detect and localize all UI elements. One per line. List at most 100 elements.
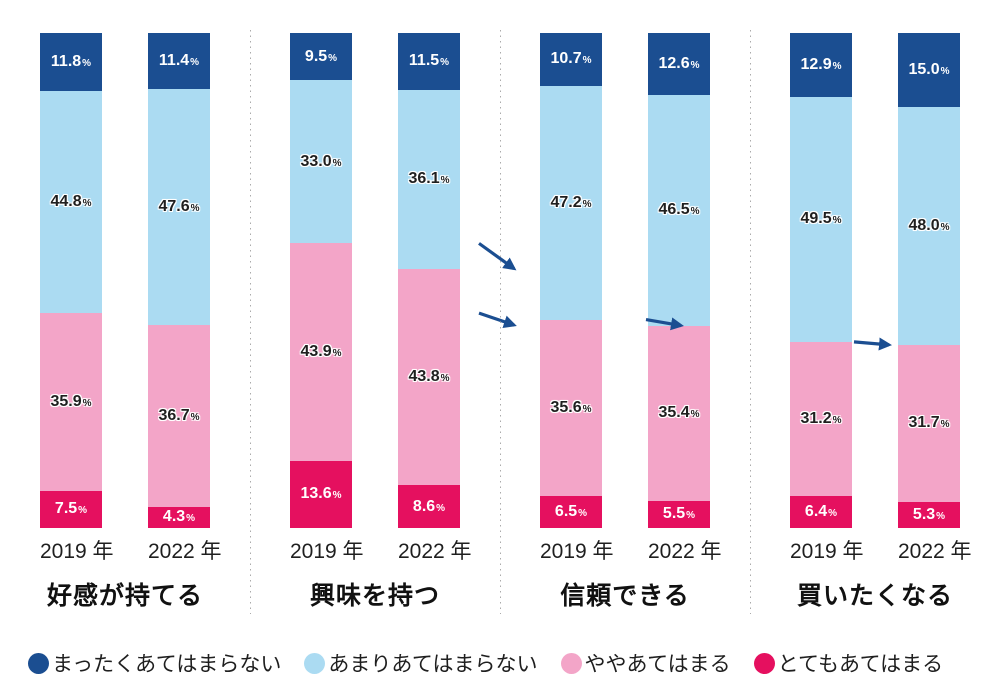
segment-value: 7.5% [54, 500, 88, 518]
segment-very-much-apply: 4.3% [148, 506, 210, 528]
segment-somewhat-apply: 43.8% [398, 268, 460, 486]
legend-swatch-pink-circle-icon [560, 652, 582, 674]
stacked-bar-2022: 11.4% 47.6% 36.7% 4.3% [148, 33, 210, 528]
category-group: 9.5% 33.0% 43.9% 13.6% 11.5% 36.1% 43.8% 8.6% 20… [250, 30, 517, 614]
year-label: 2019 年 [540, 540, 614, 563]
segment-not-really-apply: 44.8% [40, 91, 102, 314]
legend-swatch-crimson-circle-icon [753, 652, 775, 674]
category-title: 信頼できる [560, 582, 690, 610]
year-label: 2019 年 [40, 540, 114, 563]
legend-item-very-much-apply: とてもあてはまる [753, 648, 944, 678]
segment-not-apply-at-all: 11.8% [40, 33, 102, 92]
category-group: 12.9% 49.5% 31.2% 6.4% 15.0% 48.0% 31.7% 5.3% 20… [750, 30, 1000, 614]
segment-value: 6.4% [804, 503, 838, 521]
segment-very-much-apply: 6.4% [790, 496, 852, 528]
segment-not-apply-at-all: 15.0% [898, 33, 960, 108]
category-group: 11.8% 44.8% 35.9% 7.5% 11.4% 47.6% 36.7% 4.3% 20… [0, 33, 517, 612]
year-label: 2019 年 [790, 540, 864, 563]
group-divider-dotted-line [500, 30, 501, 614]
segment-value: 8.6% [412, 497, 446, 515]
segment-not-really-apply: 49.5% [790, 96, 852, 342]
segment-value: 44.8% [50, 193, 92, 211]
category-title: 買いたくなる [796, 582, 953, 610]
segment-somewhat-apply: 31.2% [790, 341, 852, 497]
legend-item-not-really-apply: あまりあてはまらない [304, 648, 538, 678]
bar-pair: 11.8% 44.8% 35.9% 7.5% 11.4% 47.6% 36.7% 4.3% [0, 33, 517, 528]
legend-label: まったくあてはまらない [52, 653, 282, 676]
segment-value: 9.5% [304, 47, 338, 65]
trend-arrow-icon [853, 337, 892, 351]
segment-very-much-apply: 8.6% [398, 485, 460, 528]
segment-value: 10.7% [550, 50, 592, 68]
stacked-bar-2022: 15.0% 48.0% 31.7% 5.3% [898, 33, 960, 528]
segment-not-apply-at-all: 9.5% [290, 33, 352, 81]
bar-pair: 12.9% 49.5% 31.2% 6.4% 15.0% 48.0% 31.7% 5.3% [750, 33, 1000, 528]
legend-label: ややあてはまる [584, 653, 731, 676]
segment-value: 36.1% [408, 170, 450, 188]
legend-label: とてもあてはまる [777, 653, 944, 676]
year-labels-row: 2019 年 2022 年 [250, 535, 500, 565]
segment-very-much-apply: 5.5% [648, 500, 710, 528]
segment-value: 6.5% [554, 502, 588, 520]
segment-very-much-apply: 7.5% [40, 490, 102, 528]
segment-somewhat-apply: 36.7% [148, 325, 210, 507]
stacked-bar-2019: 12.9% 49.5% 31.2% 6.4% [790, 33, 852, 528]
segment-not-really-apply: 46.5% [648, 95, 710, 326]
segment-value: 12.9% [800, 55, 842, 73]
segment-not-apply-at-all: 11.4% [148, 33, 210, 90]
chart-groups: 11.8% 44.8% 35.9% 7.5% 11.4% 47.6% 36.7% 4.3% 20… [0, 30, 1000, 614]
segment-not-really-apply: 47.6% [148, 89, 210, 326]
bar-pair: 9.5% 33.0% 43.9% 13.6% 11.5% 36.1% 43.8% 8.6% [250, 33, 517, 528]
category-group: 10.7% 47.2% 35.6% 6.5% 12.6% 46.5% 35.4% 5.5% 20… [500, 30, 750, 614]
segment-not-apply-at-all: 12.9% [790, 33, 852, 97]
year-labels-row: 2019 年 2022 年 [0, 535, 250, 565]
segment-not-really-apply: 48.0% [898, 107, 960, 345]
legend-item-somewhat-apply: ややあてはまる [560, 648, 731, 678]
segment-not-really-apply: 47.2% [540, 85, 602, 320]
segment-value: 5.5% [662, 505, 696, 523]
segment-value: 4.3% [162, 508, 196, 526]
segment-somewhat-apply: 35.9% [40, 313, 102, 491]
segment-value: 47.2% [550, 193, 592, 211]
segment-very-much-apply: 13.6% [290, 460, 352, 528]
segment-value: 31.7% [908, 414, 950, 432]
segment-somewhat-apply: 35.4% [648, 325, 710, 501]
segment-value: 36.7% [158, 406, 200, 424]
bar-pair: 10.7% 47.2% 35.6% 6.5% 12.6% 46.5% 35.4% 5.5% [500, 33, 750, 528]
stacked-bar-2019: 11.8% 44.8% 35.9% 7.5% [40, 33, 102, 528]
year-label: 2022 年 [148, 540, 222, 563]
segment-value: 13.6% [300, 485, 342, 503]
segment-value: 12.6% [658, 55, 700, 73]
legend-swatch-light-blue-circle-icon [304, 652, 326, 674]
year-label: 2022 年 [648, 540, 722, 563]
segment-not-apply-at-all: 11.5% [398, 33, 460, 90]
segment-somewhat-apply: 31.7% [898, 344, 960, 502]
segment-value: 46.5% [658, 201, 700, 219]
segment-not-really-apply: 33.0% [290, 80, 352, 244]
segment-value: 43.9% [300, 343, 342, 360]
segment-not-really-apply: 36.1% [398, 89, 460, 269]
group-divider-dotted-line [250, 30, 251, 614]
legend-item-not-apply-at-all: まったくあてはまらない [28, 648, 281, 678]
segment-value: 33.0% [300, 152, 342, 170]
segment-value: 11.4% [158, 52, 200, 70]
year-label: 2022 年 [898, 540, 972, 563]
stacked-bar-2022: 11.5% 36.1% 43.8% 8.6% [398, 33, 460, 528]
segment-not-apply-at-all: 10.7% [540, 33, 602, 86]
year-labels-row: 2019 年 2022 年 [500, 535, 750, 565]
segment-very-much-apply: 6.5% [540, 495, 602, 528]
segment-value: 49.5% [800, 210, 842, 228]
segment-value: 35.4% [658, 404, 700, 422]
stacked-bar-2022: 12.6% 46.5% 35.4% 5.5% [648, 33, 710, 528]
stacked-bar-2019: 9.5% 33.0% 43.9% 13.6% [290, 33, 352, 528]
segment-not-apply-at-all: 12.6% [648, 33, 710, 96]
group-divider-dotted-line [750, 30, 751, 614]
legend-swatch-dark-blue-circle-icon [28, 652, 49, 674]
category-title: 好感が持てる [46, 582, 203, 610]
segment-value: 43.8% [408, 368, 450, 385]
segment-very-much-apply: 5.3% [898, 501, 960, 528]
legend-label: あまりあてはまらない [328, 653, 538, 676]
segment-somewhat-apply: 43.9% [290, 243, 352, 461]
year-label: 2022 年 [398, 540, 472, 563]
